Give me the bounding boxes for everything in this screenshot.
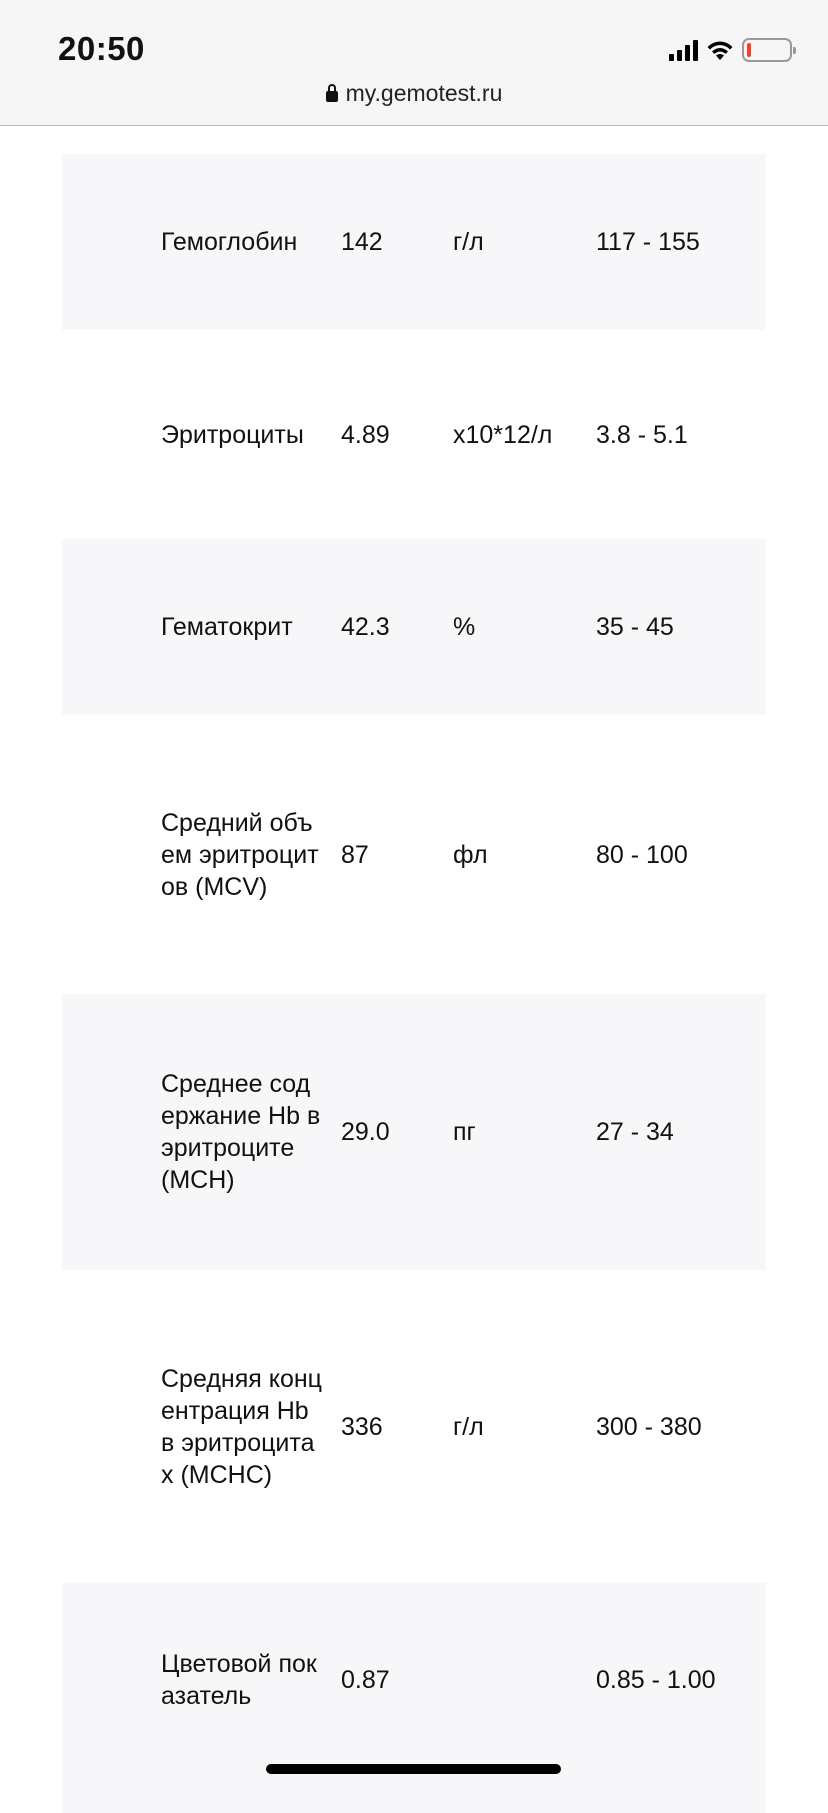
cellular-signal-icon <box>669 39 698 61</box>
url-text: my.gemotest.ru <box>345 80 503 106</box>
test-reference: 3.8 - 5.1 <box>596 420 688 449</box>
table-row: Цветовой показатель 0.87 0.85 - 1.00 <box>62 1583 766 1813</box>
test-unit: x10*12/л <box>453 420 553 449</box>
wifi-icon <box>707 41 733 60</box>
table-row: Среднее содержание Hb в эритроците (MCH)… <box>62 994 766 1270</box>
test-unit: г/л <box>453 228 484 256</box>
lock-icon <box>325 84 338 102</box>
test-name: Гематокрит <box>161 613 293 641</box>
test-value: 142 <box>341 228 383 256</box>
test-value: 29.0 <box>341 1118 390 1146</box>
test-value: 336 <box>341 1412 383 1441</box>
test-unit: г/л <box>453 1412 484 1441</box>
test-value: 42.3 <box>341 613 390 641</box>
address-bar[interactable]: my.gemotest.ru <box>0 80 828 107</box>
test-reference: 80 - 100 <box>596 840 688 869</box>
test-unit: фл <box>453 840 488 869</box>
test-unit: пг <box>453 1118 476 1146</box>
test-reference: 300 - 380 <box>596 1412 702 1441</box>
test-value: 87 <box>341 840 369 869</box>
test-name: Эритроциты <box>161 420 304 449</box>
table-row: Гематокрит 42.3% 35 - 45 <box>62 539 766 715</box>
battery-low-icon <box>742 38 796 62</box>
status-time: 20:50 <box>58 30 145 67</box>
table-row: Средний объем эритроцитов (MCV) 87 фл 80 - … <box>62 715 766 994</box>
table-row: Гемоглобин 142 г/л 117 - 155 <box>62 154 766 330</box>
test-reference: 35 - 45 <box>596 613 674 641</box>
table-row: Средняя концентрация Hb в эритроцитах (M… <box>62 1270 766 1583</box>
test-value: 0.87 <box>341 1666 390 1694</box>
test-name: Среднее содержание Hb в эритроците (MCH) <box>161 1070 321 1194</box>
test-reference: 27 - 34 <box>596 1118 674 1146</box>
home-indicator[interactable] <box>266 1764 561 1774</box>
test-reference: 117 - 155 <box>596 228 700 256</box>
test-unit: % <box>453 613 476 641</box>
test-name: Средняя концентрация Hb в эритроцитах (M… <box>161 1364 322 1489</box>
status-icons <box>669 38 796 62</box>
table-row: Эритроциты 4.89 x10*12/л 3.8 - 5.1 <box>62 330 766 539</box>
test-reference: 0.85 - 1.00 <box>596 1666 716 1694</box>
test-value: 4.89 <box>341 420 390 449</box>
test-name: Цветовой показатель <box>161 1650 317 1710</box>
results-table: Гемоглобин 142 г/л 117 - 155 Эритроциты 4.89… <box>62 154 766 1813</box>
test-name: Гемоглобин <box>161 228 298 256</box>
browser-top-bar: 20:50 my.gemotest.ru <box>0 0 828 126</box>
test-name: Средний объем эритроцитов (MCV) <box>161 808 319 901</box>
